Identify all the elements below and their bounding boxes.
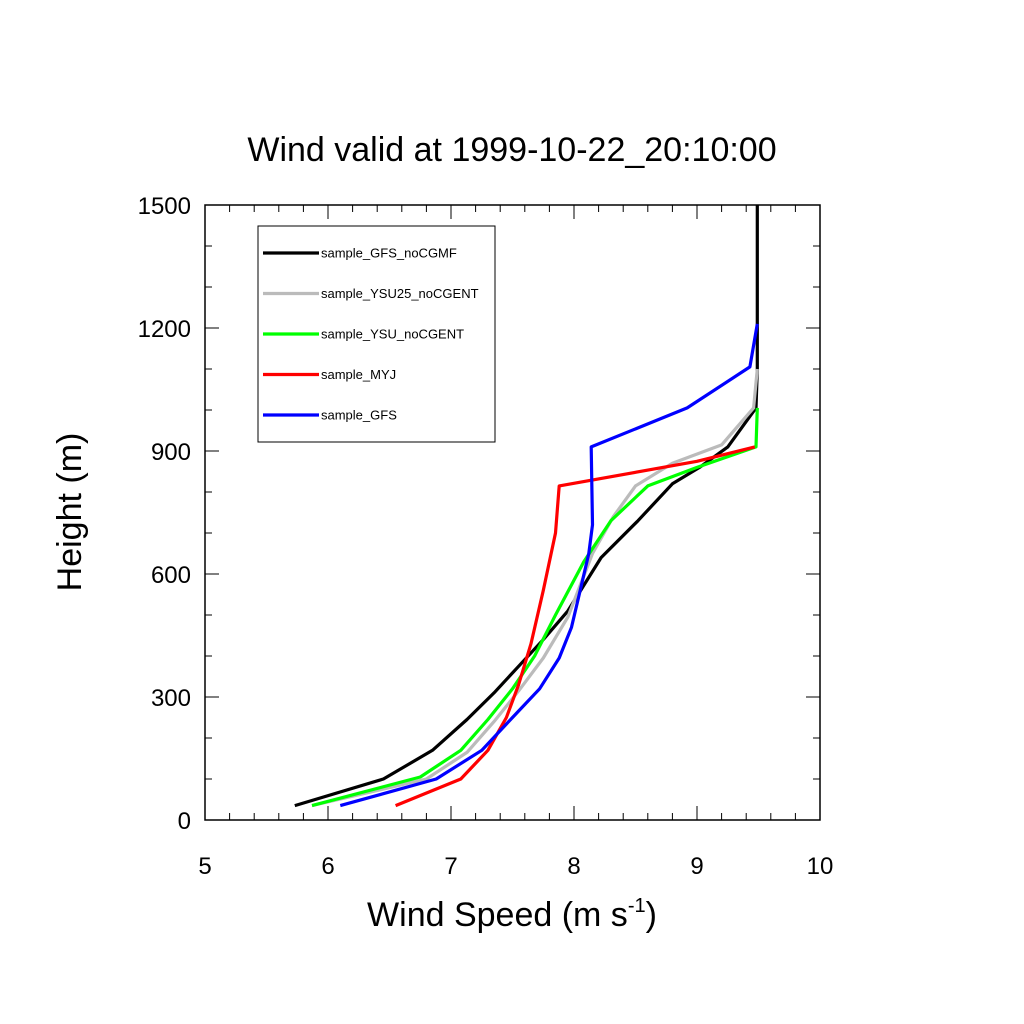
x-tick-label: 9 [690, 853, 703, 880]
y-tick-label: 0 [178, 808, 191, 835]
legend-label-5: sample_GFS [321, 408, 397, 423]
y-tick-label: 1200 [138, 316, 191, 343]
series-line-5 [339, 323, 759, 808]
y-tick-label: 1500 [138, 193, 191, 220]
legend-label-2: sample_YSU25_noCGENT [321, 286, 479, 301]
x-tick-label: 7 [444, 853, 457, 880]
plot-frame [204, 204, 821, 821]
series-line-4 [394, 445, 756, 808]
x-axis-title-superscript: -1 [628, 895, 646, 917]
y-axis-title: Height (m) [51, 433, 89, 592]
y-tick-label: 900 [151, 439, 191, 466]
legend: sample_GFS_noCGMF sample_YSU25_noCGENTsam… [257, 225, 496, 443]
x-tick-label: 8 [567, 853, 580, 880]
x-tick-label: 6 [321, 853, 334, 880]
series-layer [294, 205, 759, 808]
tick-labels-layer: 5 6 7 8 9 10 0 300 600 900 1200 1500 [138, 193, 834, 880]
legend-label-1: sample_GFS_noCGMF [321, 246, 457, 261]
x-axis-title: Wind Speed (m s-1) [367, 895, 657, 934]
x-tick-label: 5 [198, 853, 211, 880]
x-axis-title-suffix: ) [646, 896, 657, 934]
x-axis-title-main: Wind Speed (m s [367, 896, 628, 934]
legend-label-3: sample_YSU_noCGENT [321, 327, 464, 342]
chart-title: Wind valid at 1999-10-22_20:10:00 [247, 131, 776, 169]
y-tick-label: 300 [151, 685, 191, 712]
x-tick-label: 10 [807, 853, 834, 880]
y-tick-label: 600 [151, 562, 191, 589]
series-line-3 [311, 407, 759, 808]
legend-label-4: sample_MYJ [321, 367, 396, 382]
series-line-1 [294, 205, 759, 808]
